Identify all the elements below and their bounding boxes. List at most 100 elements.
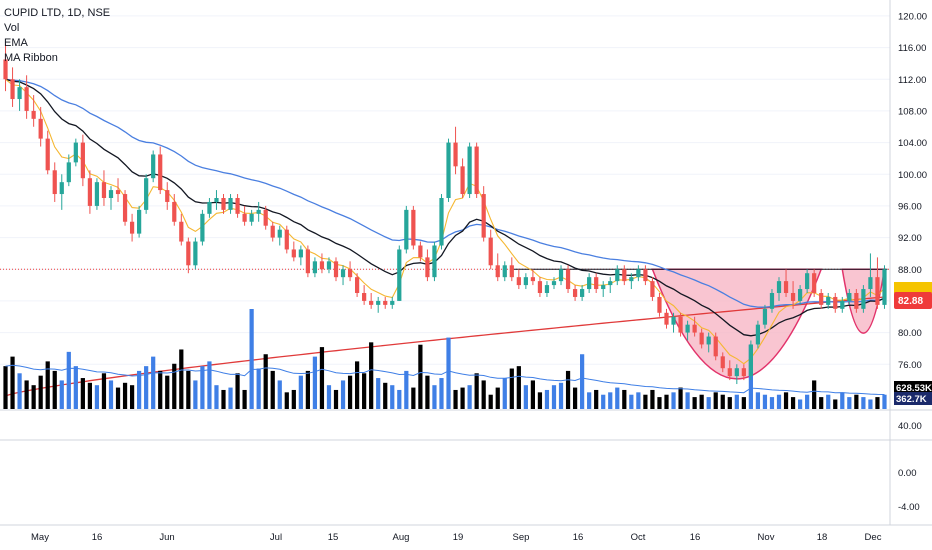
volume-bar	[847, 397, 852, 409]
volume-bar	[797, 399, 803, 409]
legend-vol[interactable]: Vol	[4, 22, 20, 34]
volume-bar	[734, 394, 739, 409]
legend-ema[interactable]: EMA	[4, 37, 28, 49]
volume-bar	[256, 368, 261, 409]
candle-body	[622, 269, 627, 282]
candle	[734, 364, 739, 385]
candle	[45, 130, 50, 175]
candle-body	[833, 296, 838, 309]
volume-bar	[340, 380, 346, 409]
volume-bar	[101, 373, 107, 409]
candle	[277, 225, 282, 246]
volume-bar	[418, 344, 423, 409]
price-tick-label: 96.00	[898, 201, 922, 212]
candle	[340, 265, 346, 286]
candle	[200, 209, 205, 246]
volume-bar	[172, 363, 177, 409]
candle	[24, 75, 29, 119]
candle	[235, 194, 240, 218]
volume-bar	[509, 368, 514, 409]
candle-body	[45, 138, 50, 171]
candle-body	[523, 277, 528, 286]
candle	[10, 67, 15, 107]
volume-bar	[312, 356, 318, 409]
candle-body	[186, 241, 191, 266]
candle-body	[298, 249, 303, 258]
candle-body	[558, 269, 564, 282]
candle-body	[347, 269, 353, 278]
candle-body	[502, 265, 507, 278]
price-tick-label: 100.00	[898, 170, 927, 181]
candle	[31, 95, 36, 127]
candle	[129, 213, 135, 242]
candle-body	[193, 241, 198, 266]
candle	[333, 257, 339, 282]
candle-body	[411, 209, 416, 246]
legend-symbol[interactable]: CUPID LTD, 1D, NSE	[4, 7, 111, 19]
candle	[678, 312, 683, 337]
candle	[587, 273, 592, 293]
volume-bar	[347, 375, 353, 409]
volume-bar	[720, 394, 725, 409]
candle-body	[847, 293, 852, 301]
volume-bar	[474, 373, 479, 409]
candle-body	[580, 289, 585, 297]
candle	[481, 186, 486, 242]
candle	[495, 253, 500, 282]
candle	[17, 79, 22, 111]
legend-ma-ribbon[interactable]: MA Ribbon	[4, 52, 58, 64]
volume-bar	[601, 394, 606, 409]
volume-bar	[376, 378, 381, 409]
candle-body	[657, 296, 662, 313]
price-axis[interactable]: 120.00 116.00 112.00 108.00 104.00 100.00 96.0…	[898, 11, 927, 513]
candle-body	[587, 277, 592, 290]
volume-bar	[516, 366, 521, 409]
candle	[847, 289, 852, 305]
candle	[833, 293, 838, 313]
candle	[376, 296, 381, 313]
candle-body	[805, 273, 810, 290]
candle-body	[207, 201, 212, 214]
time-tick-label: 15	[328, 532, 339, 543]
candle	[706, 332, 711, 353]
time-tick-label: 16	[92, 532, 103, 543]
candle	[249, 209, 254, 226]
candle-body	[249, 213, 254, 222]
volume-bar	[776, 394, 782, 409]
volume-bar	[495, 387, 500, 409]
candle-body	[151, 154, 156, 179]
candle	[66, 154, 71, 187]
candle-body	[122, 194, 128, 222]
price-badges: 82.88 628.53K 362.7K	[894, 282, 932, 405]
candle-body	[551, 281, 557, 286]
candle-body	[3, 59, 8, 80]
candle-body	[819, 293, 824, 305]
candle	[137, 205, 142, 238]
candle	[390, 296, 395, 309]
volume-bar	[390, 385, 395, 409]
volume-bar	[812, 380, 817, 409]
candle	[882, 265, 887, 309]
candle	[650, 277, 655, 301]
volume-bar	[537, 392, 543, 409]
candle-body	[228, 198, 233, 210]
candle-body	[734, 368, 739, 377]
volume-bar	[425, 375, 430, 409]
candle	[565, 265, 571, 293]
candle	[439, 194, 444, 250]
candle-body	[376, 300, 381, 305]
volume-bar	[565, 370, 571, 409]
candle	[474, 142, 479, 198]
candle	[186, 237, 191, 274]
candle-body	[270, 225, 275, 238]
candle	[87, 170, 93, 214]
candle	[38, 106, 43, 147]
candle	[460, 158, 465, 198]
last-price-badge: 82.88	[898, 296, 923, 307]
candle-body	[383, 300, 388, 305]
candle	[59, 174, 64, 210]
time-axis[interactable]: May 16 Jun Jul 15 Aug 19 Sep 16 Oct 16 Nov 18 Dec	[31, 532, 882, 543]
volume-bar	[263, 354, 268, 409]
candle	[312, 257, 318, 278]
